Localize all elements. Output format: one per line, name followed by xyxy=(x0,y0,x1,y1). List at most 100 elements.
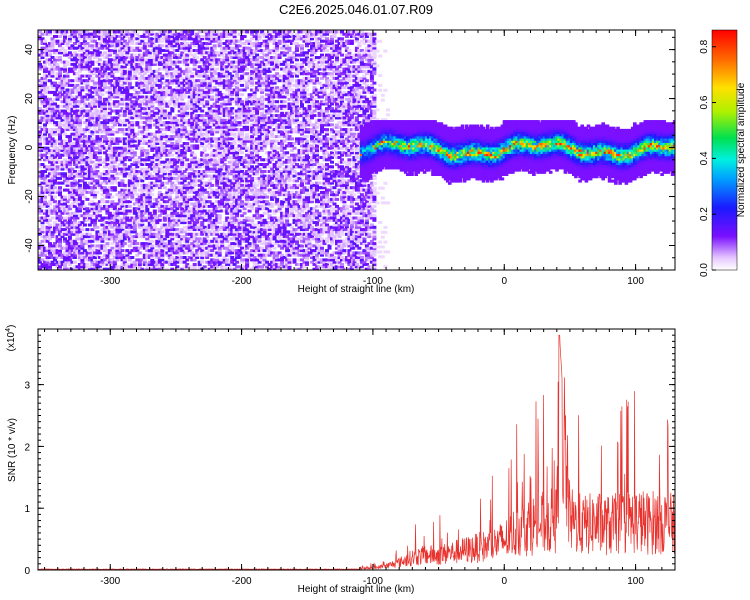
spectrogram-cell xyxy=(77,228,82,232)
spectrogram-cell xyxy=(217,90,222,94)
spectrogram-cell xyxy=(127,239,132,243)
spectrogram-cell xyxy=(210,170,215,173)
spectrogram-cell xyxy=(70,144,75,148)
spectrogram-cell xyxy=(205,256,210,259)
spectrogram-cell xyxy=(167,72,172,76)
spectrogram-cell xyxy=(70,158,75,162)
spectrogram-cell xyxy=(165,44,170,48)
spectrogram-cell xyxy=(165,102,170,106)
spectrogram-cell xyxy=(65,163,70,166)
spectrogram-cell xyxy=(165,193,170,197)
spectrogram-cell xyxy=(48,135,52,139)
spectrogram-cell xyxy=(165,204,170,208)
spectrogram-cell xyxy=(43,137,47,141)
spectrogram-cell xyxy=(97,256,102,259)
spectrogram-cell xyxy=(202,190,207,194)
spectrogram-cell xyxy=(63,74,67,78)
spectrogram-cell xyxy=(115,111,120,115)
spectrogram-cell xyxy=(100,216,105,220)
spectrogram-cell xyxy=(63,39,67,43)
spectrogram-cell xyxy=(207,244,212,248)
spectrogram-cell xyxy=(53,221,57,225)
spectrogram-cell xyxy=(147,204,152,208)
spectrogram-cell xyxy=(50,200,55,204)
spectrogram-cell xyxy=(92,151,97,155)
spectrogram-cell xyxy=(95,251,100,255)
spectrogram-cell xyxy=(112,121,117,125)
spectrogram-cell xyxy=(58,160,62,164)
spectrogram-cell xyxy=(157,195,162,199)
spectrogram-cell xyxy=(217,149,222,152)
spectrogram-cell xyxy=(82,139,87,143)
spectrogram-cell xyxy=(152,144,157,148)
spectrogram-cell xyxy=(45,121,50,125)
spectrogram-cell xyxy=(227,102,232,106)
spectrogram-cell xyxy=(135,253,140,257)
spectrogram-cell xyxy=(105,170,110,173)
spectrogram-cell xyxy=(145,111,150,115)
spectrogram-cell xyxy=(75,223,80,227)
spectrogram-cell xyxy=(152,39,157,43)
spectrogram-cell xyxy=(115,267,120,270)
spectrogram-cell xyxy=(205,211,210,215)
spectrogram-cell xyxy=(175,49,180,52)
spectrogram-cell xyxy=(170,100,175,104)
spectrogram-cell xyxy=(227,221,232,225)
spectrogram-cell xyxy=(90,137,95,141)
spectrogram-cell xyxy=(207,125,212,129)
spectrogram-cell xyxy=(102,97,107,101)
spectrogram-cell xyxy=(220,225,225,229)
spectrogram-cell xyxy=(80,86,85,90)
spectrogram-cell xyxy=(137,225,142,229)
spectrogram-cell xyxy=(53,60,57,64)
spectrogram-cell xyxy=(120,130,125,134)
spectrogram-cell xyxy=(212,195,217,199)
spectrogram-cell xyxy=(145,151,150,155)
spectrogram-cell xyxy=(48,207,52,211)
spectrogram-cell xyxy=(137,139,142,143)
spectrogram-cell xyxy=(125,265,130,269)
spectrogram-cell xyxy=(48,237,52,241)
spectrogram-cell xyxy=(197,158,202,162)
spectrogram-cell xyxy=(72,121,77,125)
spectrogram-cell xyxy=(117,225,122,229)
spectrogram-cell xyxy=(227,88,232,92)
spectrogram-cell xyxy=(122,139,127,143)
spectrogram-cell xyxy=(60,128,65,132)
spectrogram-cell xyxy=(137,111,142,115)
spectrogram-cell xyxy=(152,88,157,92)
spectrogram-cell xyxy=(127,244,132,248)
spectrogram-cell xyxy=(140,267,145,270)
spectrogram-cell xyxy=(120,202,125,206)
spectrogram-cell xyxy=(72,30,77,34)
spectrogram-cell xyxy=(197,223,202,227)
spectrogram-cell xyxy=(105,244,110,248)
spectrogram-cell xyxy=(122,258,127,262)
spectrogram-cell xyxy=(187,221,192,225)
spectrogram-cell xyxy=(45,167,50,171)
spectrogram-cell xyxy=(85,65,90,69)
spectrogram-cell xyxy=(122,62,127,66)
spectrogram-cell xyxy=(157,232,162,236)
spectrogram-cell xyxy=(48,46,52,50)
spectrogram-cell xyxy=(60,32,65,36)
spectrogram-cell xyxy=(210,104,215,108)
spectrogram-cell xyxy=(182,69,187,73)
spectrogram-cell xyxy=(220,267,225,270)
spectrogram-cell xyxy=(112,202,117,206)
spectrogram-cell xyxy=(100,46,105,50)
spectrogram-cell xyxy=(90,221,95,225)
spectrogram-cell xyxy=(140,209,145,213)
spectrogram-cell xyxy=(80,146,85,150)
spectrogram-cell xyxy=(95,230,100,234)
spectrogram-cell xyxy=(65,251,70,255)
spectrogram-cell xyxy=(160,174,165,178)
spectrogram-cell xyxy=(157,135,162,139)
spectrogram-cell xyxy=(92,186,97,190)
spectrogram-cell xyxy=(100,74,105,78)
spectrogram-cell xyxy=(85,86,90,90)
spectrogram-cell xyxy=(197,102,202,106)
spectrogram-cell xyxy=(175,125,180,129)
spectrogram-cell xyxy=(160,249,165,253)
spectrogram-cell xyxy=(82,51,87,55)
